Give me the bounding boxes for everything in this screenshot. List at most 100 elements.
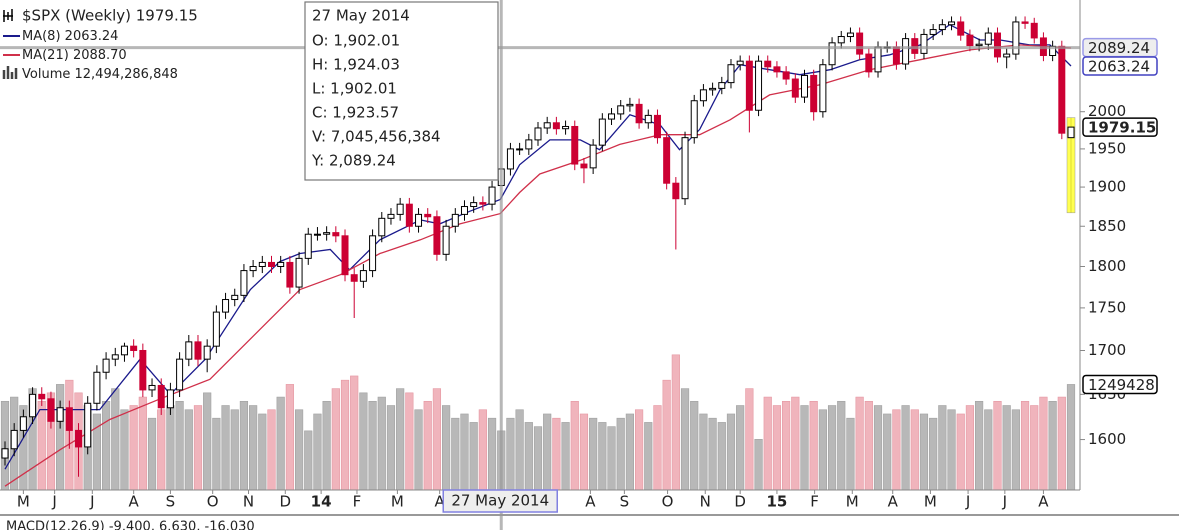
volume-bar xyxy=(469,422,478,490)
volume-bar xyxy=(276,396,285,490)
x-tick-label: F xyxy=(353,493,362,511)
y-tick-label: 1850 xyxy=(1088,217,1126,235)
candle-body xyxy=(608,113,616,120)
candle-body xyxy=(148,384,156,391)
volume-bar xyxy=(368,400,377,490)
candle-body xyxy=(782,71,790,80)
candle-body xyxy=(543,122,551,129)
candle-body xyxy=(764,60,772,68)
volume-bar xyxy=(111,388,120,490)
candle-body xyxy=(1058,45,1066,134)
volume-bar xyxy=(607,426,616,490)
tooltip-row: H: 1,924.03 xyxy=(312,56,400,74)
ma-tag: 2063.24 xyxy=(1088,57,1150,75)
volume-bar xyxy=(230,409,239,490)
legend-entry: Volume 12,494,286,848 xyxy=(22,67,178,82)
candle-body xyxy=(29,393,37,418)
volume-bar xyxy=(919,413,929,490)
volume-bar xyxy=(827,405,837,490)
volume-bar xyxy=(726,413,736,490)
volume-bar xyxy=(386,405,396,490)
candle-body xyxy=(286,261,294,288)
volume-bar xyxy=(340,379,350,490)
volume-bar xyxy=(579,413,589,490)
volume-bar xyxy=(138,396,147,490)
volume-bar xyxy=(699,413,708,490)
x-tick-label: N xyxy=(243,493,254,511)
candle-body xyxy=(975,43,983,47)
volume-bar xyxy=(993,400,1002,490)
candle-body xyxy=(552,122,560,130)
legend-value: 2063.24 xyxy=(65,29,119,44)
x-tick-label: A xyxy=(888,493,899,511)
y-tick-label: 2000 xyxy=(1088,102,1126,120)
candle-body xyxy=(442,225,450,255)
x-tick-label: A xyxy=(129,493,140,511)
candle-body xyxy=(920,33,928,54)
volume-bar xyxy=(873,405,883,490)
x-tick-label: 15 xyxy=(766,493,787,511)
volume-bar xyxy=(892,409,901,490)
candle-body xyxy=(506,148,514,170)
x-tick-label: J xyxy=(1002,493,1007,511)
candle-body xyxy=(157,384,165,409)
volume-bar xyxy=(147,417,157,490)
candle-body xyxy=(966,34,974,47)
volume-bar xyxy=(423,400,432,490)
last-close-tag-box xyxy=(1082,117,1158,137)
volume-bar xyxy=(258,413,267,490)
volume-bar xyxy=(800,405,809,490)
volume-bar xyxy=(487,417,497,490)
volume-bar xyxy=(589,417,598,490)
candle-body xyxy=(1021,21,1029,24)
volume-tag: 1249428 xyxy=(1088,376,1155,394)
x-tick-label: A xyxy=(1038,493,1049,511)
x-tick-label: F xyxy=(810,493,819,511)
last-candle-highlight xyxy=(1066,117,1076,214)
candle-body xyxy=(525,139,533,150)
volume-bar xyxy=(212,417,221,490)
legend-entry: MA(8) 2063.24 xyxy=(22,29,118,44)
volume-bar xyxy=(570,400,579,490)
volume-bar xyxy=(478,409,487,490)
x-tick-label: O xyxy=(662,493,674,511)
volume-bar xyxy=(184,409,193,490)
candle-body xyxy=(369,235,377,272)
candle-body xyxy=(332,232,340,237)
volume-bar xyxy=(359,392,368,490)
volume-bar xyxy=(598,422,607,490)
candle-body xyxy=(874,46,882,73)
candle-body xyxy=(166,389,174,409)
volume-bar xyxy=(616,417,625,490)
volume-bar xyxy=(837,400,846,490)
volume-bar xyxy=(552,417,561,490)
candle-body xyxy=(571,125,579,165)
volume-bar xyxy=(193,405,203,490)
candle-body xyxy=(176,358,184,391)
moving-average-line xyxy=(4,44,1072,487)
candle-body xyxy=(212,311,220,347)
volume-bar xyxy=(1057,396,1066,490)
x-tick-label: 14 xyxy=(311,493,332,511)
candle-body xyxy=(699,89,707,102)
x-tick-label: D xyxy=(734,493,746,511)
legend-name: MA(21) xyxy=(22,48,69,63)
volume-bar xyxy=(1066,384,1076,490)
candle-body xyxy=(727,64,735,84)
candle-body xyxy=(709,87,717,91)
x-tick-label: S xyxy=(620,493,630,511)
x-tick-label: J xyxy=(965,493,970,511)
plot-area xyxy=(0,0,1076,490)
candle-body xyxy=(1,448,9,459)
volume-bar xyxy=(791,396,800,490)
candle-body xyxy=(203,345,211,360)
volume-bar xyxy=(19,405,28,490)
candle-body xyxy=(120,345,128,356)
volume-bar xyxy=(625,413,634,490)
candle-body xyxy=(111,354,119,360)
candle-body xyxy=(938,24,946,31)
candle-body xyxy=(856,32,864,55)
tooltip-date: 27 May 2014 xyxy=(312,7,410,25)
volume-bar xyxy=(864,400,873,490)
